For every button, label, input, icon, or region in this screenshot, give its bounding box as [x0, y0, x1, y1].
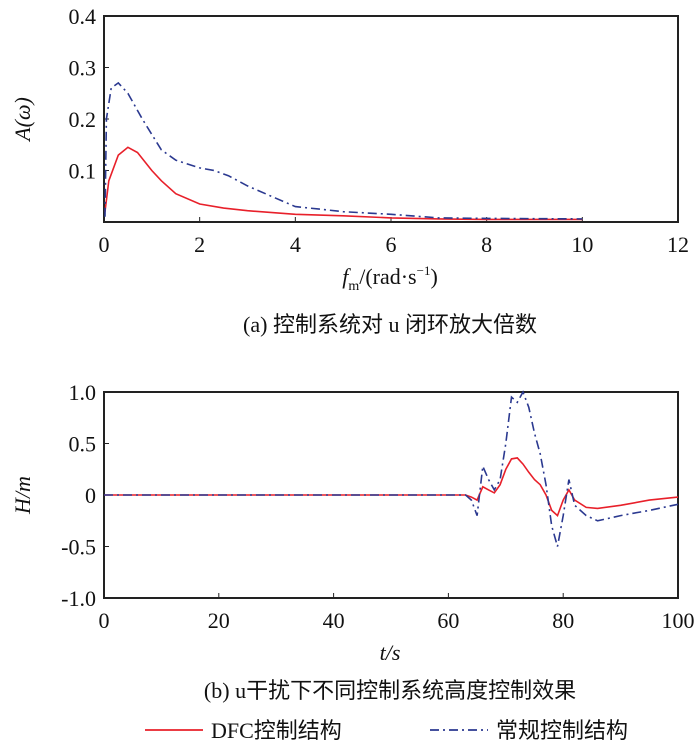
x-tick-label: 6 — [386, 232, 397, 257]
y-tick-label: 0 — [85, 483, 96, 508]
legend: DFC控制结构 常规控制结构 — [145, 718, 628, 743]
y-axis-label: H/m — [10, 476, 35, 515]
x-tick-label: 10 — [571, 232, 593, 257]
x-tick-label: 0 — [99, 232, 110, 257]
x-tick-label: 20 — [208, 608, 230, 633]
y-axis-label: A(ω) — [10, 97, 35, 143]
x-tick-label: 0 — [99, 608, 110, 633]
chart-caption: (a) 控制系统对 u 闭环放大倍数 — [243, 312, 537, 337]
legend-label: 常规控制结构 — [496, 718, 628, 743]
y-tick-label: 0.1 — [69, 159, 97, 184]
x-tick-label: 12 — [667, 232, 689, 257]
x-tick-label: 4 — [290, 232, 301, 257]
series-line-常规控制结构 — [104, 81, 583, 220]
y-tick-label: 0.2 — [69, 107, 97, 132]
y-tick-label: -0.5 — [61, 535, 96, 560]
y-tick-label: 1.0 — [69, 380, 97, 405]
y-tick-label: -1.0 — [61, 586, 96, 611]
x-tick-label: 8 — [481, 232, 492, 257]
x-tick-label: 60 — [437, 608, 459, 633]
x-tick-label: 40 — [323, 608, 345, 633]
x-tick-label: 80 — [552, 608, 574, 633]
series-line-DFC控制结构 — [104, 457, 679, 517]
chart-b-height-control: 0 20 40 60 80 100 -1.0 -0.5 0 0.5 1.0 H/m t/s (b) u干扰… — [10, 380, 695, 703]
y-tick-label: 0.5 — [69, 432, 97, 457]
plot-frame — [103, 15, 679, 223]
x-axis-label: fm/(rad·s−1) — [342, 263, 438, 294]
x-tick-label: 100 — [662, 608, 695, 633]
y-tick-label: 0.4 — [69, 4, 97, 29]
series-line-DFC控制结构 — [104, 146, 583, 221]
chart-caption: (b) u干扰下不同控制系统高度控制效果 — [204, 678, 576, 703]
x-tick-label: 2 — [194, 232, 205, 257]
chart-a-amplification: 0 2 4 6 8 10 12 0.1 0.2 0.3 0.4 A(ω) fm/(rad·s−1) (a)… — [10, 4, 689, 337]
legend-label: DFC控制结构 — [211, 718, 342, 743]
x-axis-label: t/s — [380, 640, 401, 665]
series-line-常规控制结构 — [104, 390, 679, 547]
y-tick-label: 0.3 — [69, 56, 97, 81]
